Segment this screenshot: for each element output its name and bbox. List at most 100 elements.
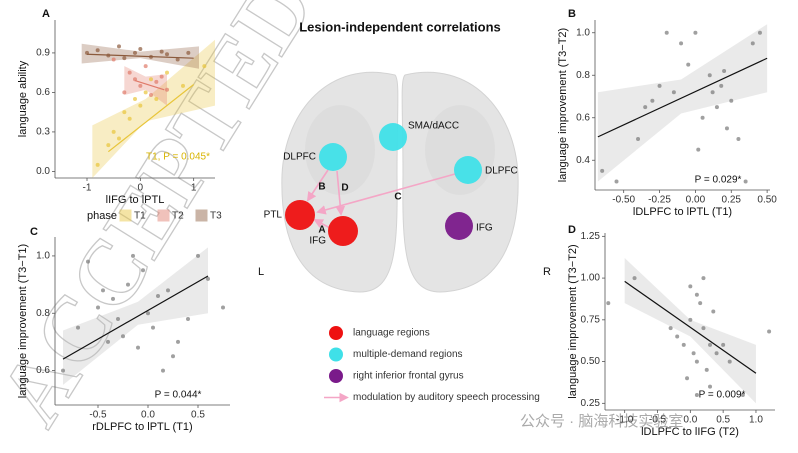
point — [117, 136, 121, 141]
point — [727, 359, 732, 364]
point — [95, 48, 100, 53]
point — [156, 294, 160, 299]
point — [166, 288, 170, 293]
y-tick-label: 0.6 — [36, 87, 50, 98]
y-tick-label: 0.50 — [581, 356, 601, 367]
point — [221, 305, 225, 310]
point — [175, 57, 180, 62]
edge-label: B — [318, 182, 325, 193]
node-label: DLPFC — [485, 166, 518, 177]
edge-arrow — [313, 219, 331, 229]
point — [698, 301, 703, 306]
edge-arrow — [335, 170, 346, 216]
point — [141, 268, 145, 273]
y-axis-label: language improvement (T3−T1) — [17, 244, 29, 398]
point — [159, 49, 164, 54]
point — [704, 367, 709, 372]
point — [757, 30, 762, 35]
y-axis-label: language improvement (T3−T2) — [567, 244, 579, 398]
point — [636, 137, 641, 141]
point — [165, 52, 169, 57]
legend-label: language regions — [353, 328, 430, 339]
point — [708, 342, 713, 347]
point — [736, 137, 741, 141]
x-tick-label: 1.0 — [749, 415, 763, 426]
point — [206, 276, 210, 281]
point — [161, 368, 165, 373]
confidence-band — [124, 66, 167, 106]
node-label: SMA/dACC — [408, 121, 459, 132]
x-tick-label: 0.00 — [686, 195, 706, 206]
point — [181, 83, 185, 88]
point — [111, 129, 116, 134]
point — [138, 103, 143, 108]
point — [671, 90, 676, 95]
legend-label: T2 — [172, 211, 184, 222]
fit-line — [86, 53, 194, 59]
point — [743, 179, 748, 184]
point — [116, 316, 120, 321]
point — [701, 276, 706, 281]
point — [143, 64, 148, 69]
y-tick-label: 1.00 — [581, 273, 601, 284]
point — [127, 70, 132, 75]
x-axis-label: rDLPFC to lPTL (T1) — [92, 421, 192, 433]
point — [121, 334, 125, 339]
legend-key — [329, 326, 343, 340]
footer: 公众号 · 脑海科技实验室 — [520, 413, 683, 430]
point — [171, 354, 175, 359]
fit-line — [62, 275, 209, 360]
point — [701, 326, 706, 331]
point — [707, 73, 712, 78]
legend-label: multiple-demand regions — [353, 349, 463, 360]
point — [686, 62, 691, 67]
point — [131, 253, 135, 258]
node-label: IFG — [309, 236, 326, 247]
point — [117, 44, 121, 49]
point — [176, 339, 180, 344]
y-tick-label: 0.4 — [576, 155, 590, 166]
point — [710, 90, 715, 95]
annotation: P = 0.009* — [699, 390, 746, 401]
point — [106, 339, 110, 344]
point — [154, 79, 159, 84]
legend-label: T1 — [134, 211, 146, 222]
x-tick-label: 0.5 — [716, 415, 730, 426]
x-tick-label: 0.50 — [757, 195, 777, 206]
point — [154, 97, 159, 101]
point — [708, 384, 713, 389]
point — [111, 296, 115, 301]
point — [149, 77, 153, 82]
brain — [281, 71, 519, 293]
point — [138, 46, 143, 51]
point — [714, 105, 719, 110]
x-tick-label: 1 — [191, 183, 197, 194]
point — [657, 83, 662, 88]
x-tick-label: 0.5 — [191, 410, 205, 421]
point — [143, 90, 148, 95]
point — [146, 311, 150, 316]
y-tick-label: 0.8 — [36, 308, 50, 319]
legend-key — [157, 209, 170, 222]
y-tick-label: 0.3 — [36, 127, 50, 138]
edge-arrow — [306, 169, 329, 202]
point — [127, 116, 132, 121]
point — [632, 276, 637, 281]
x-tick-label: 0.25 — [722, 195, 742, 206]
fit-line — [597, 57, 768, 138]
point — [714, 351, 719, 356]
point — [600, 168, 605, 173]
point — [61, 368, 65, 373]
point — [675, 334, 680, 339]
legend-key — [195, 209, 208, 222]
y-tick-label: 0.6 — [36, 365, 50, 376]
point — [138, 83, 143, 88]
panel-label: D — [568, 224, 576, 236]
confidence-band — [597, 24, 768, 182]
point — [122, 110, 127, 115]
legend-title: phase — [87, 210, 117, 222]
y-tick-label: 0.6 — [576, 112, 590, 123]
point — [159, 74, 164, 79]
point — [106, 143, 111, 148]
x-tick-label: -0.25 — [648, 195, 671, 206]
